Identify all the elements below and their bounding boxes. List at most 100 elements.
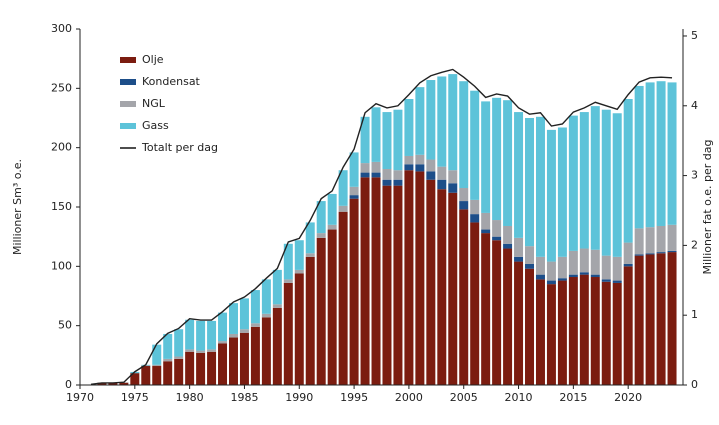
y2-tick-label: 0 — [691, 378, 698, 391]
bar-segment — [327, 193, 337, 225]
legend-swatch — [120, 57, 136, 63]
bar-segment — [525, 246, 535, 264]
bar-segment — [459, 201, 469, 210]
bar-segment — [97, 382, 107, 385]
bar-segment — [349, 186, 359, 196]
bar-segment — [612, 256, 622, 281]
bar-segment — [185, 349, 195, 352]
bar-segment — [415, 164, 425, 172]
bar-segment — [481, 229, 491, 234]
bar-segment — [546, 280, 556, 285]
bar-segment — [601, 281, 611, 385]
bar-segment — [470, 90, 480, 200]
bar-segment — [163, 358, 173, 362]
bar-segment — [426, 80, 436, 160]
bar-segment — [470, 214, 480, 223]
bar-segment — [601, 109, 611, 256]
bar-segment — [426, 159, 436, 172]
bar-segment — [546, 261, 556, 281]
x-tick-label: 2010 — [505, 391, 533, 404]
bar-segment — [481, 101, 491, 213]
bar-segment — [272, 269, 282, 305]
bar-segment — [667, 224, 677, 251]
bar-segment — [590, 249, 600, 275]
bar-segment — [623, 263, 633, 267]
bar-segment — [415, 154, 425, 165]
bar-segment — [382, 112, 392, 170]
bar-segment — [656, 81, 666, 226]
bar-segment — [568, 274, 578, 278]
bar-segment — [141, 365, 151, 367]
bar-segment — [503, 100, 513, 226]
bar-segment — [612, 113, 622, 257]
bar-segment — [557, 278, 567, 281]
y2-tick-label: 1 — [691, 308, 698, 321]
bar-segment — [437, 166, 447, 180]
y2-tick-label: 3 — [691, 169, 698, 182]
x-tick-label: 2015 — [559, 391, 587, 404]
bar-segment — [108, 382, 118, 385]
x-tick-label: 2005 — [450, 391, 478, 404]
bar-segment — [535, 279, 545, 385]
bar-segment — [645, 82, 655, 228]
bar-segment — [557, 256, 567, 279]
bar-segment — [272, 304, 282, 308]
bar-segment — [645, 254, 655, 385]
bar-segment — [459, 188, 469, 202]
bar-segment — [228, 303, 238, 334]
bar-segment — [612, 280, 622, 283]
bar-segment — [525, 268, 535, 385]
y-tick-label: 100 — [51, 259, 72, 272]
bar-segment — [667, 250, 677, 253]
x-tick-label: 1970 — [66, 391, 94, 404]
bar-segment — [667, 82, 677, 225]
bar-segment — [283, 279, 293, 283]
bar-segment — [207, 320, 217, 350]
bar-segment — [218, 312, 228, 342]
bar-segment — [404, 170, 414, 385]
bar-segment — [656, 252, 666, 254]
bar-segment — [360, 163, 370, 173]
x-tick-label: 1985 — [230, 391, 258, 404]
bar-segment — [327, 224, 337, 230]
bar-segment — [141, 366, 151, 385]
bar-segment — [404, 155, 414, 165]
bar-segment — [338, 211, 348, 385]
bar-segment — [590, 274, 600, 278]
bar-segment — [623, 99, 633, 243]
bar-segment — [470, 199, 480, 215]
y-tick-label: 300 — [51, 22, 72, 35]
bar-segment — [338, 170, 348, 206]
bar-segment — [228, 333, 238, 338]
bar-segment — [634, 254, 644, 256]
bar-segment — [393, 179, 403, 186]
bar-segment — [590, 277, 600, 385]
bar-segment — [448, 170, 458, 184]
bar-segment — [448, 183, 458, 193]
bar-segment — [163, 361, 173, 385]
bar-segment — [207, 351, 217, 385]
bar-segment — [579, 248, 589, 273]
bar-segment — [130, 373, 140, 385]
bar-segment — [623, 266, 633, 385]
bar-segment — [327, 229, 337, 385]
bar-segment — [481, 212, 491, 230]
bar-segment — [437, 179, 447, 190]
bar-segment — [349, 152, 359, 187]
bar-segment — [360, 172, 370, 178]
y-tick-label: 0 — [65, 378, 72, 391]
bar-segment — [218, 343, 228, 385]
bar-segment — [459, 81, 469, 189]
bar-segment — [360, 116, 370, 164]
bar-segment — [250, 326, 260, 385]
bar-segment — [656, 225, 666, 253]
y2-axis-label: Millioner fat o.e. per dag — [701, 140, 714, 275]
bar-segment — [152, 366, 162, 385]
legend-label: Olje — [142, 53, 164, 66]
bar-segment — [535, 274, 545, 280]
bar-segment — [294, 269, 304, 274]
bar-segment — [590, 106, 600, 250]
bar-segment — [634, 228, 644, 255]
bar-segment — [371, 107, 381, 162]
y-tick-label: 250 — [51, 81, 72, 94]
